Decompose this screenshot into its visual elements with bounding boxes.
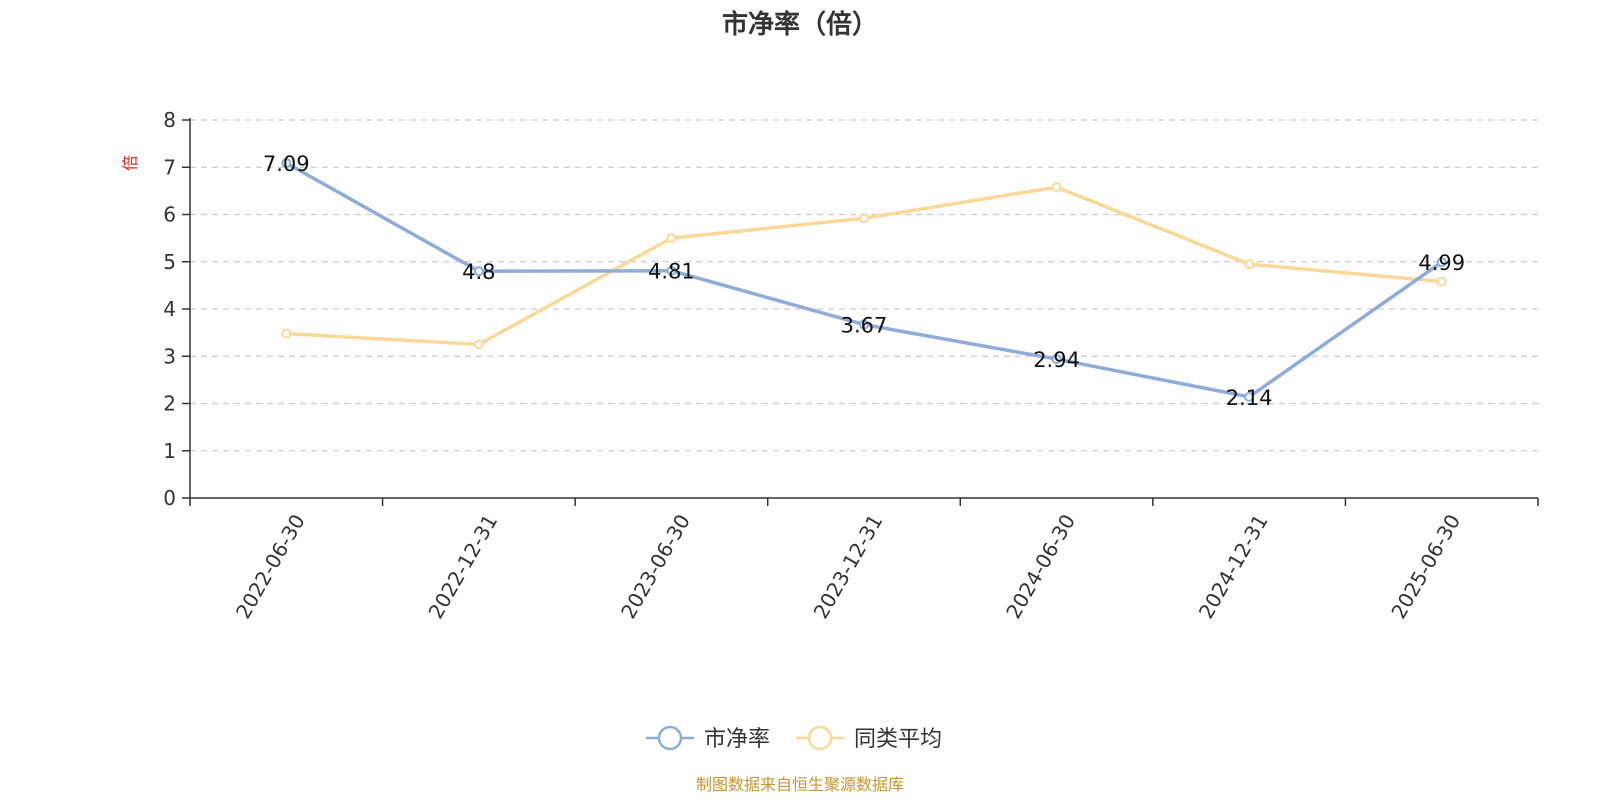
grid-lines [190, 119, 1538, 452]
series-point-0 [473, 266, 484, 277]
legend-marker-0[interactable] [657, 725, 683, 751]
x-tick-label: 2024-12-31 [1194, 510, 1273, 623]
series-point-0 [1244, 391, 1255, 402]
data-label: 2.14 [1226, 386, 1273, 410]
y-tick-label: 2 [163, 392, 176, 416]
series-point-1 [859, 213, 869, 224]
x-tick-label: 2023-12-31 [809, 510, 888, 623]
data-label: 4.8 [462, 260, 495, 284]
x-tick-label: 2023-06-30 [616, 510, 695, 623]
y-axis-unit-label: 倍 [121, 155, 140, 171]
data-label: 7.09 [263, 152, 310, 176]
y-tick-label: 1 [163, 439, 176, 463]
data-label: 3.67 [841, 314, 888, 338]
series-line-0 [285, 161, 1443, 399]
x-tick-label: 2022-12-31 [423, 510, 502, 623]
series-point-0 [666, 265, 677, 276]
chart-title: 市净率（倍） [722, 9, 878, 40]
legend-marker-1[interactable] [807, 725, 833, 751]
series-point-1 [281, 328, 292, 339]
data-labels: 7.09 4.8 4.81 3.67 2.94 2.14 4.99 [263, 152, 1465, 410]
y-tick-label: 5 [163, 250, 176, 274]
series-point-0 [1051, 354, 1062, 365]
series-point-1 [1051, 182, 1062, 193]
y-tick-label: 7 [163, 155, 176, 179]
series-point-1 [666, 233, 677, 244]
series-point-0 [1436, 257, 1447, 268]
y-tick-label: 4 [163, 297, 176, 321]
y-tick-label: 0 [163, 486, 176, 510]
x-tick-label: 2024-06-30 [1001, 510, 1080, 623]
series-point-1 [473, 339, 484, 350]
y-tick-label: 3 [163, 344, 176, 368]
legend-label-0[interactable]: 市净率 [704, 727, 770, 752]
series-point-0 [281, 157, 292, 168]
legend[interactable]: 市净率 同类平均 [646, 725, 942, 752]
data-label: 4.81 [648, 260, 695, 284]
axes: 0 1 2 3 4 5 6 7 8 2022-06-30 2022-12-31 2023-06-30 2… [163, 108, 1539, 623]
legend-label-1[interactable]: 同类平均 [854, 727, 942, 752]
x-tick-label: 2022-06-30 [231, 510, 310, 623]
series-lines [281, 157, 1447, 402]
series-point-1 [1436, 276, 1447, 287]
data-source-note: 制图数据来自恒生聚源数据库 [696, 775, 904, 794]
series-point-0 [859, 319, 869, 330]
x-tick-label: 2025-06-30 [1386, 510, 1465, 623]
y-tick-label: 6 [163, 203, 176, 227]
data-label: 2.94 [1033, 348, 1080, 372]
series-point-1 [1244, 259, 1255, 270]
y-tick-label: 8 [163, 108, 176, 132]
data-label: 4.99 [1418, 251, 1465, 275]
